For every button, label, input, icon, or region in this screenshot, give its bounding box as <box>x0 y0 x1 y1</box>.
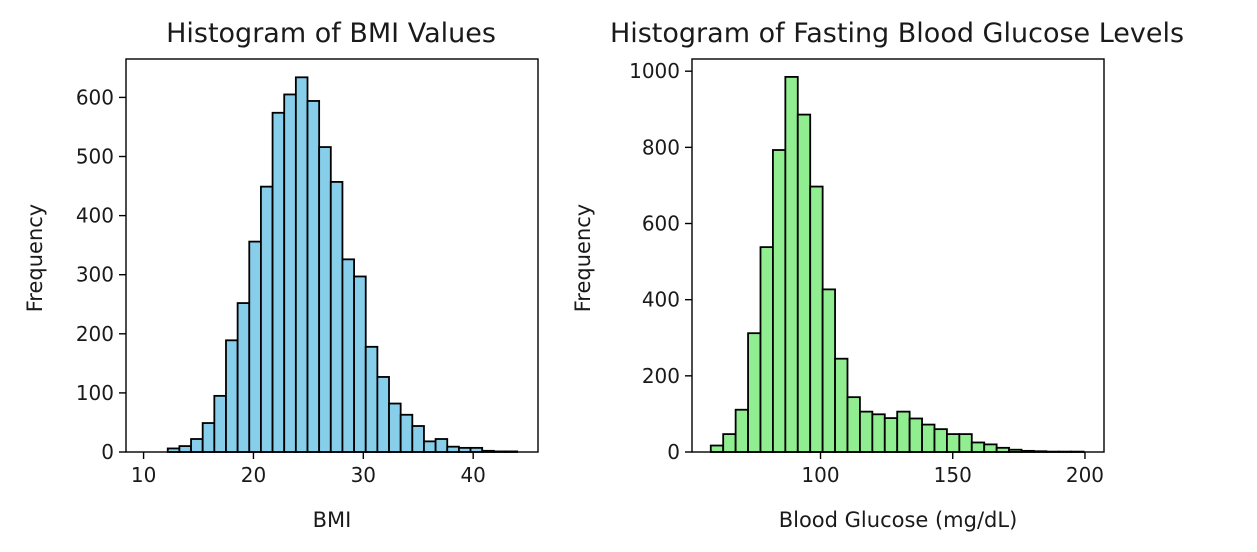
bmi-bar <box>423 440 437 453</box>
glucose-bar <box>908 417 923 453</box>
glucose-bar <box>796 113 812 453</box>
glucose-bar <box>784 76 799 453</box>
bmi-x-tick-label: 10 <box>131 463 156 487</box>
bmi-bar <box>446 445 460 453</box>
bmi-y-tick-label: 500 <box>76 145 114 169</box>
glucose-bar <box>747 332 762 453</box>
glucose-bar <box>983 443 998 453</box>
bmi-bar <box>225 339 239 453</box>
glucose-bar <box>772 149 787 453</box>
bmi-bar <box>271 111 286 453</box>
bmi-bar <box>190 438 204 453</box>
glucose-plot-frame <box>691 58 1105 453</box>
glucose-bar <box>896 410 911 453</box>
bmi-bar <box>213 394 227 453</box>
glucose-bar <box>958 433 973 453</box>
bmi-y-tick-label: 200 <box>76 322 114 346</box>
glucose-y-tick-label: 600 <box>642 212 680 236</box>
bmi-y-axis-label: Frequency <box>23 204 47 313</box>
glucose-y-tick-label: 400 <box>642 288 680 312</box>
glucose-y-ticks: 0 200 400 600 800 1000 <box>629 59 692 464</box>
bmi-bar <box>306 100 321 453</box>
glucose-bar <box>871 413 886 453</box>
glucose-y-axis-label: Frequency <box>571 204 595 313</box>
bmi-bar <box>201 422 216 453</box>
bmi-bar <box>341 258 355 453</box>
bmi-y-tick-label: 600 <box>76 85 114 109</box>
glucose-bar <box>734 408 749 453</box>
bmi-bar <box>411 425 425 453</box>
glucose-bar <box>759 246 774 453</box>
bmi-bar <box>364 345 379 453</box>
bmi-bar <box>399 413 414 453</box>
bmi-y-tick-label: 400 <box>76 204 114 228</box>
bmi-bar <box>248 240 262 453</box>
glucose-x-tick-label: 200 <box>1066 463 1104 487</box>
glucose-bar <box>821 288 836 453</box>
glucose-bar <box>946 433 961 453</box>
bmi-bar <box>388 402 402 453</box>
bmi-chart-title: Histogram of BMI Values <box>166 18 496 49</box>
bmi-y-tick-label: 100 <box>76 381 114 405</box>
glucose-bar <box>846 396 861 453</box>
bmi-x-axis-label: BMI <box>313 508 352 532</box>
bmi-bar <box>236 302 251 453</box>
bmi-bar <box>318 146 332 453</box>
bmi-histogram-chart: Histogram of BMI Values 0 100 200 300 400 500… <box>23 18 539 532</box>
glucose-histogram-chart: Histogram of Fasting Blood Glucose Level… <box>571 18 1184 532</box>
glucose-y-tick-label: 1000 <box>629 59 680 83</box>
bmi-y-ticks: 0 100 200 300 400 500 600 <box>76 85 126 464</box>
bmi-bar <box>294 76 309 453</box>
glucose-bar <box>921 423 936 453</box>
glucose-x-tick-label: 150 <box>934 463 972 487</box>
glucose-bar <box>709 444 725 453</box>
bmi-bar <box>178 445 192 453</box>
glucose-x-ticks: 100 150 200 <box>801 452 1104 487</box>
bmi-bar <box>376 376 390 453</box>
bmi-x-tick-label: 40 <box>460 463 485 487</box>
bmi-x-tick-label: 30 <box>351 463 376 487</box>
bmi-bar <box>353 275 367 453</box>
glucose-x-axis-label: Blood Glucose (mg/dL) <box>779 508 1018 532</box>
glucose-bar <box>722 433 737 453</box>
glucose-y-tick-label: 800 <box>642 135 680 159</box>
bmi-plot-frame <box>125 58 539 453</box>
glucose-bar <box>809 185 824 453</box>
bmi-bar <box>329 181 344 453</box>
bmi-x-tick-label: 20 <box>241 463 266 487</box>
glucose-x-tick-label: 100 <box>801 463 839 487</box>
glucose-bar <box>883 417 899 453</box>
bmi-bar <box>260 185 274 453</box>
glucose-y-tick-label: 200 <box>642 364 680 388</box>
glucose-bar <box>859 410 874 453</box>
bmi-y-tick-label: 300 <box>76 263 114 287</box>
glucose-y-tick-label: 0 <box>667 440 680 464</box>
bmi-y-tick-label: 0 <box>101 440 114 464</box>
bmi-bar <box>434 438 449 453</box>
bmi-bar <box>283 93 297 453</box>
glucose-bar <box>834 357 849 453</box>
glucose-bar <box>970 441 986 453</box>
glucose-bar <box>933 428 948 453</box>
glucose-chart-title: Histogram of Fasting Blood Glucose Level… <box>610 18 1184 49</box>
bmi-x-ticks: 10 20 30 40 <box>131 452 486 487</box>
